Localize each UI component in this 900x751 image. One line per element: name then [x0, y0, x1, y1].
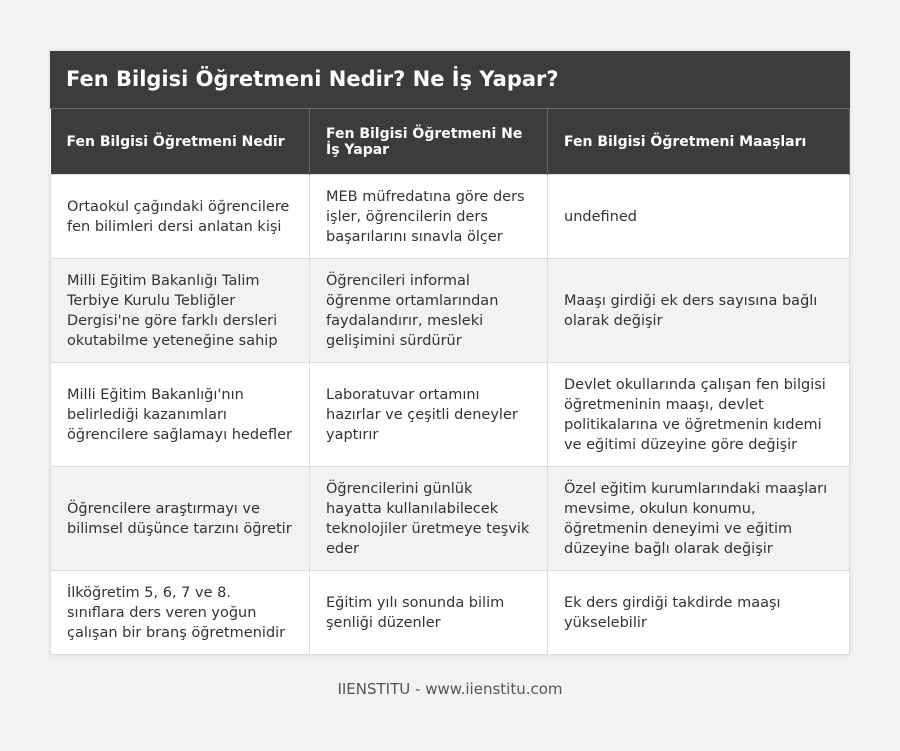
cell: Öğrencilere araştırmayı ve bilimsel düşü… — [50, 466, 310, 571]
cell: Özel eğitim kurumlarındaki maaşları mevs… — [547, 466, 850, 571]
header-cell: Fen Bilgisi Öğretmeni Maaşları — [547, 109, 850, 175]
cell: Milli Eğitim Bakanlığı'nın belirlediği k… — [50, 362, 310, 467]
table-card: Fen Bilgisi Öğretmeni Nedir? Ne İş Yapar… — [50, 51, 850, 655]
cell: Eğitim yılı sonunda bilim şenliği düzenl… — [309, 570, 548, 655]
cell: Milli Eğitim Bakanlığı Talim Terbiye Kur… — [50, 258, 310, 363]
row: Milli Eğitim Bakanlığı Talim Terbiye Kur… — [50, 258, 850, 363]
cell: Öğrencileri informal öğrenme ortamlarınd… — [309, 258, 548, 363]
cell: undefined — [547, 174, 850, 259]
row: Ortaokul çağındaki öğrencilere fen bilim… — [50, 174, 850, 259]
cell: İlköğretim 5, 6, 7 ve 8. sınıflara ders … — [50, 570, 310, 655]
cell: Maaşı girdiği ek ders sayısına bağlı ola… — [547, 258, 850, 363]
header-cell: Fen Bilgisi Öğretmeni Nedir — [50, 109, 310, 175]
table-title: Fen Bilgisi Öğretmeni Nedir? Ne İş Yapar… — [50, 51, 850, 109]
table: Fen Bilgisi Öğretmeni Nedir Fen Bilgisi Ö… — [50, 109, 850, 655]
row: İlköğretim 5, 6, 7 ve 8. sınıflara ders … — [50, 570, 850, 655]
header-row: Fen Bilgisi Öğretmeni Nedir Fen Bilgisi Ö… — [50, 109, 850, 175]
header-cell: Fen Bilgisi Öğretmeni Ne İş Yapar — [309, 109, 548, 175]
footer: IIENSTITU - www.iienstitu.com — [337, 680, 563, 698]
cell: Ortaokul çağındaki öğrencilere fen bilim… — [50, 174, 310, 259]
row: Öğrencilere araştırmayı ve bilimsel düşü… — [50, 466, 850, 571]
cell: Laboratuvar ortamını hazırlar ve çeşitli… — [309, 362, 548, 467]
cell: Ek ders girdiği takdirde maaşı yükselebi… — [547, 570, 850, 655]
cell: Devlet okullarında çalışan fen bilgisi ö… — [547, 362, 850, 467]
cell: MEB müfredatına göre ders işler, öğrenci… — [309, 174, 548, 259]
cell: Öğrencilerini günlük hayatta kullanılabi… — [309, 466, 548, 571]
row: Milli Eğitim Bakanlığı'nın belirlediği k… — [50, 362, 850, 467]
